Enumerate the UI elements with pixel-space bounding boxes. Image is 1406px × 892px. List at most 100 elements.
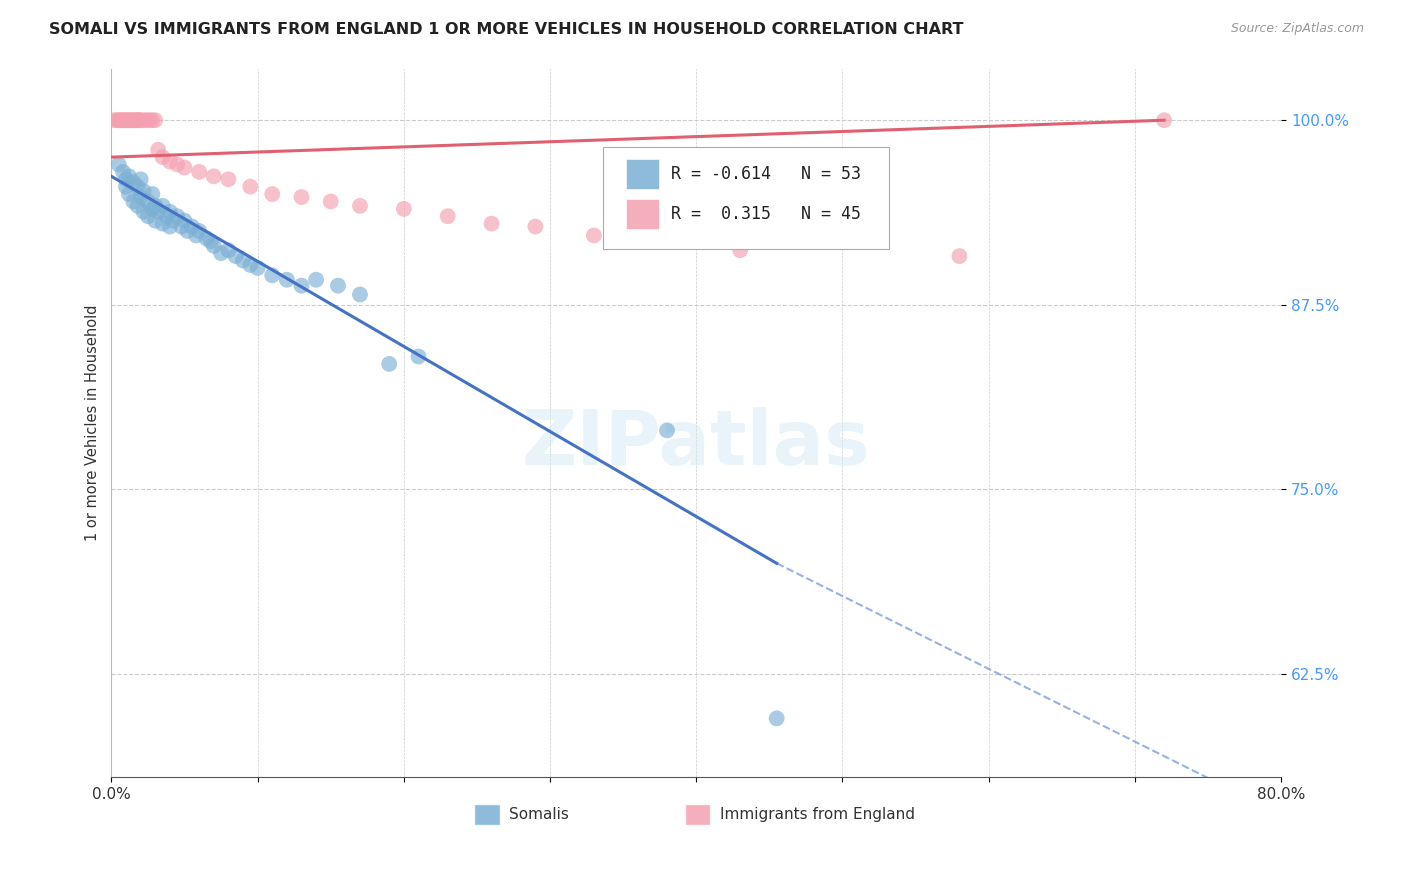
Point (188, 165, 211, 179)
Point (159, 154, 181, 169)
Point (141, 113, 163, 128)
Point (124, 113, 146, 128)
Point (122, 175, 145, 189)
Point (112, 113, 135, 128)
Point (262, 187, 284, 202)
Point (246, 260, 269, 275)
FancyBboxPatch shape (603, 146, 889, 249)
Point (481, 217, 503, 231)
Point (239, 179, 262, 194)
Point (132, 184, 155, 198)
Point (188, 224, 211, 238)
Point (148, 143, 170, 157)
Point (186, 228, 208, 243)
Point (166, 209, 188, 223)
Point (378, 357, 401, 371)
Point (152, 217, 174, 231)
Point (200, 235, 222, 249)
Point (159, 204, 181, 219)
FancyBboxPatch shape (685, 804, 710, 825)
Point (112, 165, 135, 179)
Point (392, 202, 415, 216)
FancyBboxPatch shape (474, 804, 499, 825)
Point (143, 213, 166, 227)
Point (107, 113, 129, 128)
Text: R = -0.614   N = 53: R = -0.614 N = 53 (671, 165, 860, 183)
Point (120, 113, 142, 128)
Point (115, 179, 138, 194)
Point (290, 190, 312, 204)
Point (114, 113, 136, 128)
Point (728, 243, 751, 257)
Point (141, 202, 163, 216)
Point (107, 157, 129, 171)
Text: ZIPatlas: ZIPatlas (522, 408, 870, 482)
Point (305, 273, 328, 287)
Point (152, 150, 174, 164)
Point (121, 113, 143, 128)
Point (129, 113, 152, 128)
Point (115, 113, 138, 128)
Point (122, 194, 145, 209)
Point (115, 172, 138, 186)
Point (159, 219, 181, 234)
Text: R =  0.315   N = 45: R = 0.315 N = 45 (671, 205, 860, 223)
Point (524, 219, 547, 234)
Point (166, 157, 188, 171)
Point (129, 190, 152, 204)
Y-axis label: 1 or more Vehicles in Household: 1 or more Vehicles in Household (86, 305, 100, 541)
Point (948, 249, 970, 263)
Point (276, 273, 298, 287)
Point (655, 235, 678, 249)
Point (136, 209, 159, 223)
Point (156, 209, 179, 223)
Point (202, 239, 225, 253)
Point (1153, 113, 1175, 128)
Point (129, 172, 152, 186)
Point (143, 113, 166, 128)
Point (127, 199, 149, 213)
FancyBboxPatch shape (626, 160, 659, 189)
Point (173, 161, 195, 175)
Point (290, 278, 312, 293)
Point (225, 249, 247, 263)
Point (436, 209, 458, 223)
Text: Somalis: Somalis (509, 807, 569, 822)
Point (132, 204, 155, 219)
Point (239, 258, 262, 272)
Point (152, 199, 174, 213)
Point (765, 711, 787, 725)
Point (408, 350, 430, 364)
Point (195, 231, 218, 245)
Point (217, 243, 239, 257)
Point (217, 172, 239, 186)
Point (127, 179, 149, 194)
Point (108, 113, 131, 128)
Point (141, 187, 163, 202)
Point (349, 287, 371, 301)
Point (209, 246, 232, 260)
Point (118, 113, 141, 128)
Text: Immigrants from England: Immigrants from England (720, 807, 915, 822)
Point (176, 224, 198, 238)
Point (138, 113, 160, 128)
Point (326, 278, 349, 293)
Point (180, 219, 202, 234)
Point (262, 268, 284, 283)
Point (173, 213, 195, 227)
Point (655, 423, 678, 437)
Point (122, 113, 145, 128)
Text: SOMALI VS IMMIGRANTS FROM ENGLAND 1 OR MORE VEHICLES IN HOUSEHOLD CORRELATION CH: SOMALI VS IMMIGRANTS FROM ENGLAND 1 OR M… (49, 22, 963, 37)
FancyBboxPatch shape (626, 199, 659, 229)
Point (136, 194, 159, 209)
Point (111, 113, 134, 128)
Point (103, 113, 125, 128)
Point (118, 187, 141, 202)
Point (132, 113, 155, 128)
Point (148, 204, 170, 219)
Text: Source: ZipAtlas.com: Source: ZipAtlas.com (1230, 22, 1364, 36)
Point (143, 199, 166, 213)
Point (118, 169, 141, 184)
Point (170, 219, 193, 234)
Point (349, 199, 371, 213)
